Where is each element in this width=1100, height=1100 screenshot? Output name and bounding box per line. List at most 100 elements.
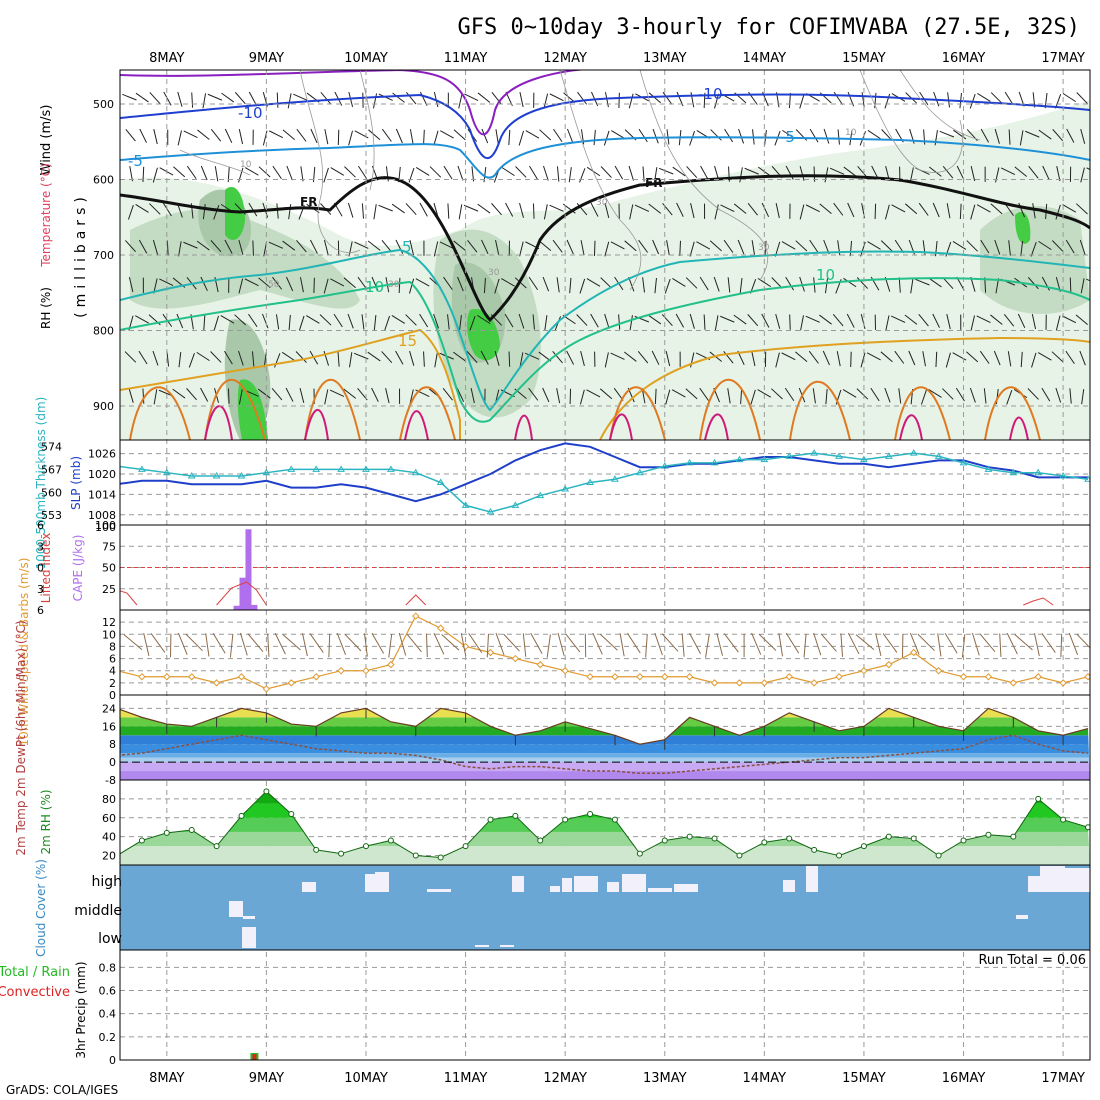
upper-wind-barb: [822, 350, 830, 366]
upper-wind-barb: [1031, 314, 1037, 330]
upper-wind-barb: [747, 202, 758, 216]
rh-point: [1010, 833, 1017, 840]
thickness-point: [386, 465, 395, 472]
upper-wind-barb: [419, 202, 428, 217]
upper-wind-barb: [666, 240, 670, 256]
upper-wind-barb: [750, 389, 756, 405]
upper-wind-barb: [337, 129, 340, 145]
upper-wind-barb: [723, 239, 734, 253]
thickness-point: [635, 468, 644, 476]
upper-wind-barb: [483, 277, 486, 294]
upper-wind-barb: [600, 166, 612, 178]
rh-point: [960, 837, 967, 844]
upper-wind-barb: [824, 278, 829, 294]
upper-wind-barb: [819, 203, 832, 215]
upper-wind-barb: [860, 241, 866, 257]
upper-wind-barb: [122, 93, 137, 101]
wind-barb: [778, 633, 784, 657]
upper-wind-barb: [799, 165, 805, 181]
bottom-date-labels: 8MAY 9MAY 10MAY 11MAY 12MAY 13MAY 14MAY 15MAY 16…: [149, 1071, 1085, 1086]
li-line: [405, 594, 427, 606]
thickness-point: [212, 471, 221, 479]
precip-tick: 0: [109, 1054, 116, 1067]
wind-barb: [441, 634, 460, 651]
upper-wind-barb: [549, 204, 564, 212]
upper-wind-barb: [652, 239, 660, 255]
label-plus10-left: 10: [365, 278, 384, 296]
upper-wind-barb: [1038, 240, 1052, 251]
upper-wind-barb: [138, 239, 148, 254]
wind-barb: [274, 632, 286, 655]
upper-wind-barb: [234, 92, 246, 105]
upper-wind-barb: [447, 203, 450, 219]
cape-bar: [245, 529, 252, 610]
wind-speed-point: [910, 648, 918, 657]
cloud-label-low: low: [98, 931, 122, 947]
upper-wind-barb: [751, 240, 756, 256]
upper-wind-barb: [634, 204, 650, 212]
thickness-point: [685, 458, 694, 466]
cape-bar: [251, 604, 258, 610]
upper-wind-barb: [579, 389, 585, 405]
upper-wind-barb: [471, 166, 475, 182]
upper-wind-barb: [263, 352, 267, 368]
upper-wind-barb: [139, 128, 147, 143]
isotherm-minus10: [120, 93, 1090, 160]
upper-wind-barb: [395, 128, 403, 144]
upper-wind-barb: [812, 388, 816, 404]
upper-wind-barb: [1065, 239, 1075, 254]
temp-series: [120, 707, 1090, 780]
upper-wind-barb: [932, 202, 940, 218]
upper-wind-barb: [638, 128, 648, 143]
upper-wind-barb: [433, 241, 439, 257]
wind-speed-point: [486, 648, 495, 657]
upper-wind-barb: [276, 92, 279, 108]
upper-wind-barb: [220, 315, 235, 324]
upper-wind-barb: [700, 165, 709, 180]
upper-wind-barb: [447, 314, 450, 330]
upper-wind-barb: [384, 315, 391, 331]
upper-wind-barb: [282, 240, 296, 251]
upper-wind-barb: [1051, 351, 1064, 363]
upper-wind-barb: [648, 92, 661, 104]
wind-tick: 4: [109, 665, 116, 678]
upper-wind-barb: [419, 313, 429, 328]
rh-point: [313, 846, 320, 853]
upper-wind-barb: [590, 313, 599, 328]
thickness-line: [120, 452, 1089, 513]
wind-barb: [909, 632, 920, 655]
upper-wind-barb: [593, 129, 596, 146]
upper-wind-barb: [800, 315, 804, 331]
wind-speed-point: [262, 685, 271, 693]
upper-wind-barb: [202, 204, 206, 220]
wind-barb: [584, 633, 587, 658]
upper-wind-barb: [276, 203, 279, 219]
cape-bar: [233, 605, 240, 610]
label-rh10-b: 10: [845, 128, 857, 138]
rh-green-4: [1015, 211, 1031, 244]
rh-point: [338, 850, 345, 857]
isotherm-freezing: [120, 174, 1090, 323]
upper-wind-barb: [405, 203, 417, 216]
wind-speed-point: [163, 673, 171, 681]
upper-wind-barb: [244, 167, 259, 176]
upper-wind-barb: [1004, 202, 1014, 216]
upper-wind-barb: [825, 388, 828, 405]
upper-wind-barb: [469, 315, 476, 331]
wind-barb: [364, 633, 368, 657]
upper-wind-barb: [739, 167, 743, 183]
upper-wind-barb: [1069, 388, 1072, 404]
rh-tick: 20: [102, 850, 116, 863]
upper-wind-barb: [357, 165, 368, 180]
upper-wind-barb: [433, 313, 440, 329]
ylabel-2m-rh: 2m RH (%): [39, 789, 53, 854]
upper-wind-barb: [381, 128, 392, 142]
thickness-point: [710, 458, 719, 466]
upper-wind-barb: [224, 350, 233, 365]
wind-barb: [820, 633, 837, 652]
label-rh30-c: 30: [388, 280, 400, 290]
wind-barb: [979, 633, 996, 652]
wind-speed-point: [212, 679, 221, 687]
upper-wind-barb: [1086, 167, 1090, 176]
upper-wind-barb: [1017, 313, 1026, 328]
